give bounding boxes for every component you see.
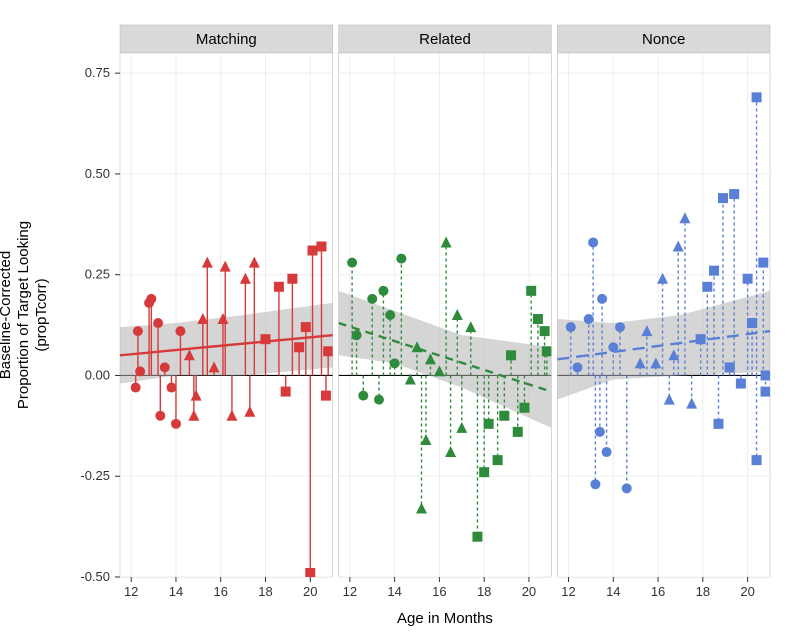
marker-circle (160, 362, 170, 372)
x-tick-label: 14 (387, 584, 401, 599)
x-tick-label: 16 (432, 584, 446, 599)
marker-circle (588, 237, 598, 247)
marker-circle (166, 383, 176, 393)
marker-square (526, 286, 536, 296)
marker-circle (615, 322, 625, 332)
x-tick-label: 20 (740, 584, 754, 599)
marker-square (702, 282, 712, 292)
marker-square (540, 326, 550, 336)
marker-circle (597, 294, 607, 304)
marker-circle (153, 318, 163, 328)
marker-circle (175, 326, 185, 336)
marker-square (506, 350, 516, 360)
marker-circle (155, 411, 165, 421)
marker-square (493, 455, 503, 465)
svg-text:Baseline-Corrected: Baseline-Corrected (0, 251, 14, 379)
marker-circle (146, 294, 156, 304)
marker-circle (374, 395, 384, 405)
marker-circle (595, 427, 605, 437)
marker-circle (352, 330, 362, 340)
marker-circle (385, 310, 395, 320)
x-tick-label: 12 (124, 584, 138, 599)
x-axis-label: Age in Months (397, 610, 493, 627)
marker-square (718, 193, 728, 203)
marker-circle (584, 314, 594, 324)
facet-label: Related (419, 31, 471, 48)
x-tick-label: 12 (343, 584, 357, 599)
marker-circle (171, 419, 181, 429)
marker-circle (347, 258, 357, 268)
marker-circle (390, 358, 400, 368)
marker-circle (622, 483, 632, 493)
svg-text:Proportion of Target Looking: Proportion of Target Looking (15, 221, 32, 409)
marker-square (752, 92, 762, 102)
marker-circle (367, 294, 377, 304)
marker-square (499, 411, 509, 421)
marker-square (725, 362, 735, 372)
marker-square (758, 258, 768, 268)
y-tick-label: 0.75 (85, 65, 110, 80)
marker-circle (396, 254, 406, 264)
marker-square (274, 282, 284, 292)
x-tick-label: 20 (303, 584, 317, 599)
facet-label: Nonce (642, 31, 685, 48)
marker-circle (131, 383, 141, 393)
y-tick-label: -0.25 (80, 468, 110, 483)
chart-container: Baseline-CorrectedProportion of Target L… (0, 0, 800, 637)
y-tick-label: 0.00 (85, 367, 110, 382)
marker-circle (602, 447, 612, 457)
marker-square (542, 346, 552, 356)
x-tick-label: 14 (606, 584, 620, 599)
marker-square (729, 189, 739, 199)
marker-square (316, 241, 326, 251)
x-tick-label: 20 (522, 584, 536, 599)
marker-square (323, 346, 333, 356)
marker-square (709, 266, 719, 276)
marker-circle (133, 326, 143, 336)
marker-circle (566, 322, 576, 332)
marker-square (714, 419, 724, 429)
y-tick-label: 0.25 (85, 267, 110, 282)
marker-square (294, 342, 304, 352)
marker-circle (135, 366, 145, 376)
x-tick-label: 16 (651, 584, 665, 599)
svg-text:(propTcorr): (propTcorr) (33, 278, 50, 351)
x-tick-label: 12 (561, 584, 575, 599)
marker-square (472, 532, 482, 542)
marker-square (305, 568, 315, 578)
marker-square (747, 318, 757, 328)
marker-square (321, 391, 331, 401)
marker-square (484, 419, 494, 429)
marker-square (533, 314, 543, 324)
chart-svg: Baseline-CorrectedProportion of Target L… (0, 0, 800, 637)
marker-square (308, 246, 318, 256)
marker-square (736, 379, 746, 389)
marker-square (287, 274, 297, 284)
marker-square (513, 427, 523, 437)
marker-square (743, 274, 753, 284)
marker-square (761, 387, 771, 397)
facet-label: Matching (196, 31, 257, 48)
marker-square (752, 455, 762, 465)
marker-square (479, 467, 489, 477)
x-tick-label: 16 (214, 584, 228, 599)
marker-circle (378, 286, 388, 296)
marker-square (301, 322, 311, 332)
marker-circle (358, 391, 368, 401)
x-tick-label: 14 (169, 584, 183, 599)
marker-square (519, 403, 529, 413)
marker-circle (572, 362, 582, 372)
marker-square (281, 387, 291, 397)
marker-circle (590, 479, 600, 489)
x-tick-label: 18 (477, 584, 491, 599)
y-tick-label: -0.50 (80, 569, 110, 584)
x-tick-label: 18 (258, 584, 272, 599)
x-tick-label: 18 (696, 584, 710, 599)
y-tick-label: 0.50 (85, 166, 110, 181)
